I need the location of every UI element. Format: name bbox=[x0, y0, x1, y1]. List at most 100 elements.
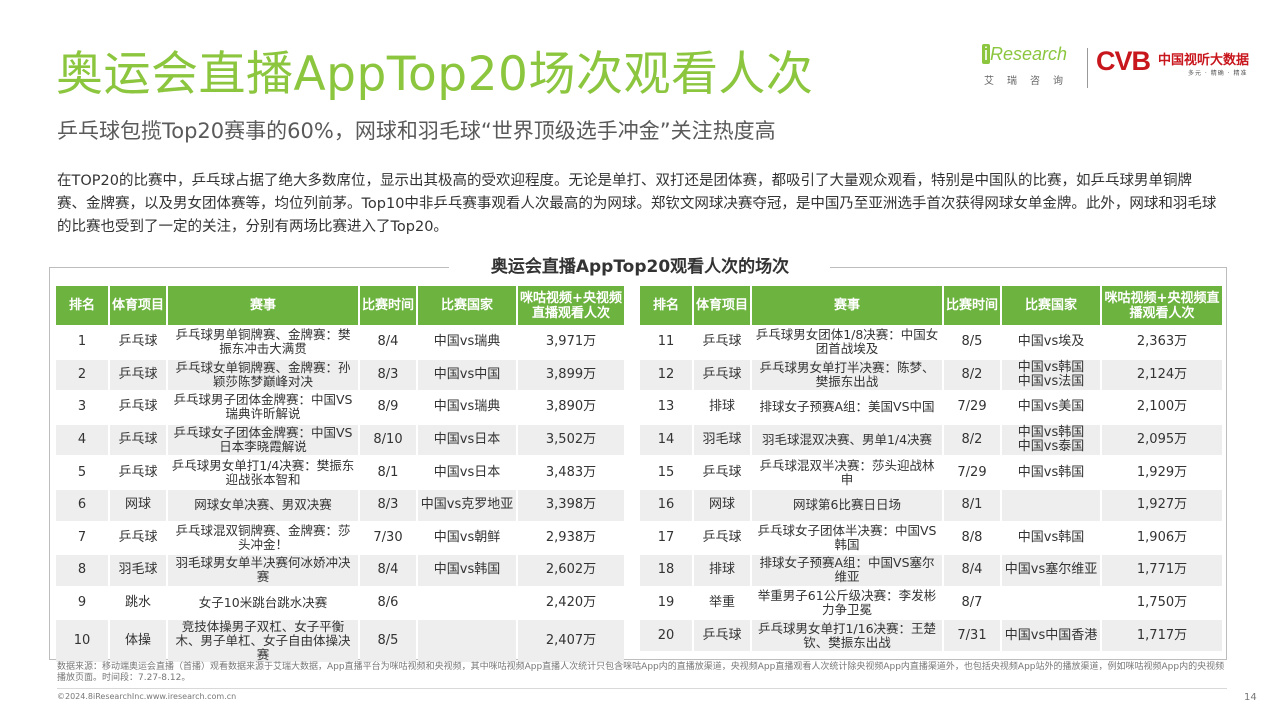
table-row: 12 乒乓球 乒乓球男女单打半决赛：陈梦、樊振东出战 8/2 中国vs韩国 中国vs法国… bbox=[640, 359, 1222, 391]
viewers-cell: 2,100万 bbox=[1102, 392, 1222, 423]
table-row: 18 排球 排球女子预赛A组：中国VS塞尔维亚 8/4 中国vs塞尔维亚 1,771万 bbox=[640, 555, 1222, 586]
viewers-cell: 2,124万 bbox=[1102, 359, 1222, 391]
viewers-cell: 2,363万 bbox=[1102, 327, 1222, 358]
table-row: 2 乒乓球 乒乓球女单铜牌赛、金牌赛：孙颖莎陈梦巅峰对决 8/3 中国vs中国 3,899… bbox=[56, 359, 624, 391]
sport-cell: 乒乓球 bbox=[694, 359, 750, 391]
intro-paragraph: 在TOP20的比赛中，乒乓球占据了绝大多数席位，显示出其极高的受欢迎程度。无论是… bbox=[57, 173, 1217, 235]
table-row: 8 羽毛球 羽毛球男女单半决赛何冰娇冲决赛 8/4 中国vs韩国 2,602万 bbox=[56, 555, 624, 586]
date-cell: 8/1 bbox=[944, 489, 1000, 521]
sport-cell: 排球 bbox=[694, 392, 750, 423]
viewers-cell: 2,407万 bbox=[518, 620, 624, 663]
header-country: 比赛国家 bbox=[418, 286, 516, 325]
country-cell: 中国vs中国香港 bbox=[1002, 620, 1100, 651]
event-cell: 乒乓球混双半决赛：莎头迎战林申 bbox=[752, 457, 942, 488]
sport-cell: 乒乓球 bbox=[110, 522, 166, 554]
event-cell: 乒乓球男单铜牌赛、金牌赛：樊振东冲击大满贯 bbox=[168, 327, 358, 358]
country-cell: 中国vs瑞典 bbox=[418, 327, 516, 358]
date-cell: 8/2 bbox=[944, 424, 1000, 456]
sport-cell: 体操 bbox=[110, 620, 166, 663]
iresearch-wordmark: i Research bbox=[982, 44, 1068, 64]
table-row: 1 乒乓球 乒乓球男单铜牌赛、金牌赛：樊振东冲击大满贯 8/4 中国vs瑞典 3,971万 bbox=[56, 327, 624, 358]
date-cell: 8/3 bbox=[360, 489, 416, 521]
cvb-mark: CVB bbox=[1096, 46, 1151, 76]
rank-cell: 4 bbox=[56, 424, 108, 456]
sport-cell: 乒乓球 bbox=[694, 620, 750, 651]
rank-cell: 12 bbox=[640, 359, 692, 391]
sport-cell: 乒乓球 bbox=[110, 457, 166, 488]
date-cell: 8/4 bbox=[360, 327, 416, 358]
table-row: 15 乒乓球 乒乓球混双半决赛：莎头迎战林申 7/29 中国vs韩国 1,929万 bbox=[640, 457, 1222, 488]
rank-cell: 15 bbox=[640, 457, 692, 488]
rank-cell: 6 bbox=[56, 489, 108, 521]
country-cell: 中国vs朝鲜 bbox=[418, 522, 516, 554]
rank-cell: 14 bbox=[640, 424, 692, 456]
date-cell: 8/2 bbox=[944, 359, 1000, 391]
sport-cell: 乒乓球 bbox=[110, 359, 166, 391]
table-row: 20 乒乓球 乒乓球男女单打1/16决赛：王楚钦、樊振东出战 7/31 中国vs中国香港… bbox=[640, 620, 1222, 651]
table-row: 10 体操 竞技体操男子双杠、女子平衡木、男子单杠、女子自由体操决赛 8/5 2,407… bbox=[56, 620, 624, 663]
cvb-logo: CVB 中国视听大数据 多元 · 精确 · 精准 bbox=[1096, 46, 1268, 82]
country-cell: 中国vs韩国 bbox=[1002, 522, 1100, 554]
footer-divider bbox=[57, 688, 1227, 689]
date-cell: 7/29 bbox=[944, 457, 1000, 488]
event-cell: 举重男子61公斤级决赛：李发彬力争卫冕 bbox=[752, 587, 942, 619]
rank-cell: 1 bbox=[56, 327, 108, 358]
date-cell: 8/6 bbox=[360, 587, 416, 619]
rank-cell: 20 bbox=[640, 620, 692, 651]
country-cell bbox=[1002, 587, 1100, 619]
viewers-cell: 3,890万 bbox=[518, 392, 624, 423]
page-number: 14 bbox=[1244, 692, 1257, 703]
header-date: 比赛时间 bbox=[360, 286, 416, 325]
sport-cell: 乒乓球 bbox=[694, 457, 750, 488]
country-cell: 中国vs美国 bbox=[1002, 392, 1100, 423]
rank-cell: 2 bbox=[56, 359, 108, 391]
date-cell: 8/5 bbox=[360, 620, 416, 663]
table-header-row: 排名 体育项目 赛事 比赛时间 比赛国家 咪咕视频+央视频直播观看人次 bbox=[56, 286, 624, 325]
date-cell: 8/4 bbox=[360, 555, 416, 586]
sport-cell: 网球 bbox=[694, 489, 750, 521]
date-cell: 8/8 bbox=[944, 522, 1000, 554]
country-cell: 中国vs韩国 中国vs法国 bbox=[1002, 359, 1100, 391]
event-cell: 羽毛球男女单半决赛何冰娇冲决赛 bbox=[168, 555, 358, 586]
table-header-row: 排名 体育项目 赛事 比赛时间 比赛国家 咪咕视频+央视频直播观看人次 bbox=[640, 286, 1222, 325]
country-cell: 中国vs瑞典 bbox=[418, 392, 516, 423]
table-row: 11 乒乓球 乒乓球男女团体1/8决赛：中国女团首战埃及 8/5 中国vs埃及 2,363… bbox=[640, 327, 1222, 358]
event-cell: 乒乓球男女单打1/16决赛：王楚钦、樊振东出战 bbox=[752, 620, 942, 651]
sport-cell: 乒乓球 bbox=[110, 327, 166, 358]
country-cell: 中国vs中国 bbox=[418, 359, 516, 391]
table-row: 19 举重 举重男子61公斤级决赛：李发彬力争卫冕 8/7 1,750万 bbox=[640, 587, 1222, 619]
viewers-cell: 3,899万 bbox=[518, 359, 624, 391]
table-row: 13 排球 排球女子预赛A组：美国VS中国 7/29 中国vs美国 2,100万 bbox=[640, 392, 1222, 423]
ranking-table-left: 排名 体育项目 赛事 比赛时间 比赛国家 咪咕视频+央视频直播观看人次 1 乒乓球 乒乓球男单… bbox=[54, 284, 626, 664]
country-cell bbox=[418, 587, 516, 619]
country-cell bbox=[418, 620, 516, 663]
event-cell: 乒乓球女单铜牌赛、金牌赛：孙颖莎陈梦巅峰对决 bbox=[168, 359, 358, 391]
rank-cell: 10 bbox=[56, 620, 108, 663]
rank-cell: 3 bbox=[56, 392, 108, 423]
iresearch-logo: i Research 艾瑞咨询 bbox=[982, 44, 1078, 94]
viewers-cell: 2,420万 bbox=[518, 587, 624, 619]
country-cell: 中国vs克罗地亚 bbox=[418, 489, 516, 521]
table-row: 7 乒乓球 乒乓球混双铜牌赛、金牌赛：莎头冲金！ 7/30 中国vs朝鲜 2,938万 bbox=[56, 522, 624, 554]
sport-cell: 网球 bbox=[110, 489, 166, 521]
rank-cell: 13 bbox=[640, 392, 692, 423]
rank-cell: 8 bbox=[56, 555, 108, 586]
header-rank: 排名 bbox=[640, 286, 692, 325]
page-subtitle: 乒乓球包揽Top20赛事的60%，网球和羽毛球“世界顶级选手冲金”关注热度高 bbox=[57, 119, 776, 143]
sport-cell: 乒乓球 bbox=[110, 392, 166, 423]
event-cell: 女子10米跳台跳水决赛 bbox=[168, 587, 358, 619]
sport-cell: 举重 bbox=[694, 587, 750, 619]
rank-cell: 16 bbox=[640, 489, 692, 521]
table-row: 5 乒乓球 乒乓球男女单打1/4决赛：樊振东迎战张本智和 8/1 中国vs日本 3,483… bbox=[56, 457, 624, 488]
ranking-table-right: 排名 体育项目 赛事 比赛时间 比赛国家 咪咕视频+央视频直播观看人次 11 乒乓球 乒乓球男… bbox=[638, 284, 1224, 653]
date-cell: 7/29 bbox=[944, 392, 1000, 423]
header-country: 比赛国家 bbox=[1002, 286, 1100, 325]
sport-cell: 羽毛球 bbox=[110, 555, 166, 586]
table-row: 9 跳水 女子10米跳台跳水决赛 8/6 2,420万 bbox=[56, 587, 624, 619]
rank-cell: 17 bbox=[640, 522, 692, 554]
header-sport: 体育项目 bbox=[110, 286, 166, 325]
frame-top-line-left bbox=[49, 267, 449, 268]
event-cell: 乒乓球混双铜牌赛、金牌赛：莎头冲金！ bbox=[168, 522, 358, 554]
rank-cell: 18 bbox=[640, 555, 692, 586]
sport-cell: 乒乓球 bbox=[110, 424, 166, 456]
